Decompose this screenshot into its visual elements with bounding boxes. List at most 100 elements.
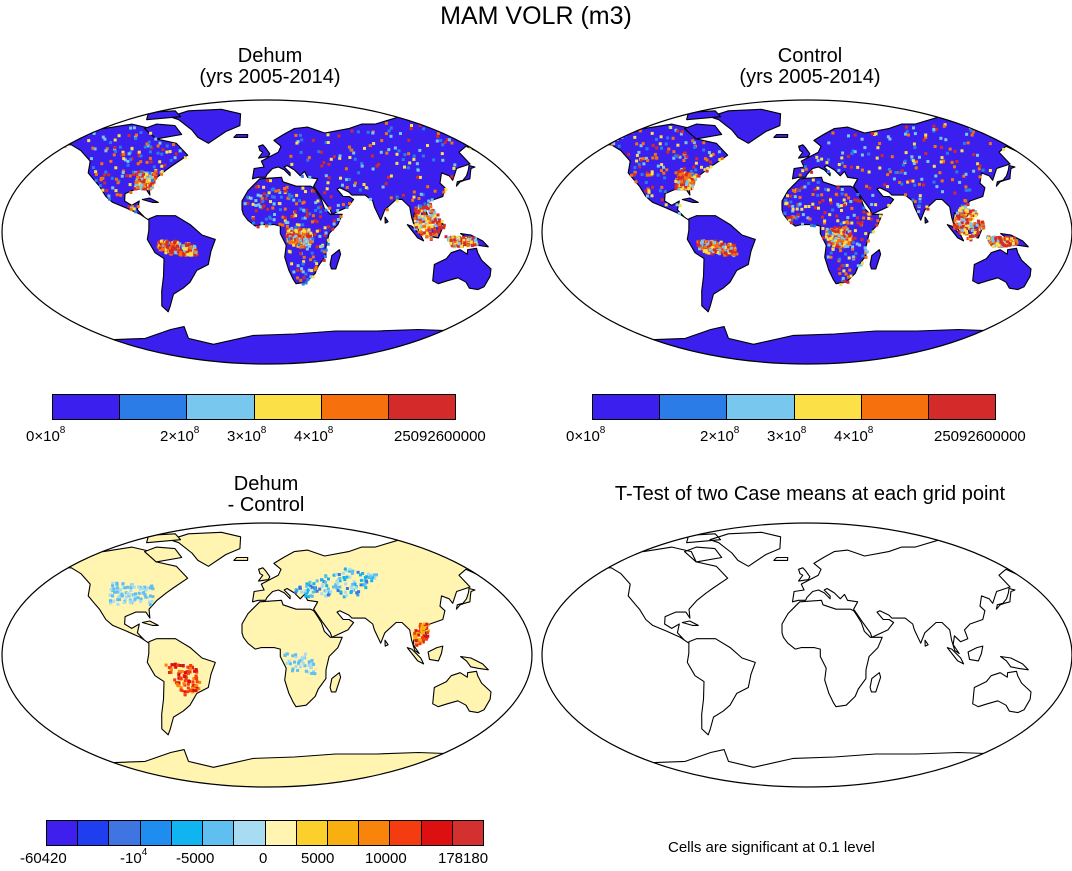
map-grid-cell: [999, 238, 1003, 242]
map-grid-cell: [315, 579, 319, 583]
map-grid-cell: [886, 135, 890, 139]
control-colorbar: [592, 394, 996, 420]
map-grid-cell: [329, 195, 333, 199]
map-grid-cell: [783, 211, 787, 215]
map-grid-cell: [965, 218, 969, 222]
map-grid-cell: [359, 573, 362, 577]
map-grid-cell: [634, 180, 638, 184]
landmass-borneo: [427, 645, 444, 662]
dehum-colorbar-box: [388, 395, 456, 419]
map-grid-cell: [170, 247, 174, 251]
dehum-tick-label: 4×108: [294, 425, 334, 445]
map-grid-cell: [698, 239, 702, 243]
map-grid-cell: [705, 169, 709, 173]
map-grid-cell: [424, 637, 428, 641]
map-grid-cell: [293, 230, 297, 234]
map-grid-cell: [827, 232, 831, 236]
map-grid-cell: [975, 223, 979, 227]
map-grid-cell: [145, 172, 148, 176]
map-grid-cell: [116, 586, 120, 590]
map-grid-cell: [161, 242, 165, 246]
map-grid-cell: [720, 251, 724, 255]
map-grid-cell: [846, 154, 850, 158]
map-grid-cell: [786, 216, 790, 220]
map-grid-cell: [826, 255, 830, 259]
map-grid-cell: [456, 244, 460, 248]
map-grid-cell: [296, 668, 300, 672]
map-grid-cell: [381, 185, 385, 189]
map-grid-cell: [285, 235, 289, 239]
map-grid-cell: [924, 136, 928, 139]
map-grid-cell: [837, 168, 841, 172]
diff-title-line1: Dehum: [233, 473, 299, 495]
map-grid-cell: [173, 662, 177, 666]
map-grid-cell: [691, 139, 695, 143]
map-grid-cell: [54, 140, 58, 144]
map-grid-cell: [727, 243, 731, 247]
map-grid-cell: [988, 142, 992, 146]
map-grid-cell: [269, 179, 272, 183]
control-colorbar-box: [861, 395, 929, 419]
map-grid-cell: [319, 215, 322, 219]
map-grid-cell: [426, 144, 429, 147]
map-grid-cell: [140, 169, 144, 173]
map-grid-cell: [995, 243, 999, 247]
map-grid-cell: [825, 234, 828, 238]
map-grid-cell: [315, 245, 319, 249]
map-grid-cell: [968, 188, 972, 192]
map-grid-cell: [851, 255, 855, 259]
map-grid-cell: [709, 154, 713, 158]
map-grid-cell: [125, 174, 129, 178]
map-grid-cell: [430, 198, 434, 202]
map-grid-cell: [847, 134, 850, 138]
map-grid-cell: [956, 211, 959, 215]
map-grid-cell: [905, 129, 909, 133]
map-grid-cell: [301, 245, 305, 249]
map-grid-cell: [179, 251, 183, 255]
dehum-tick-label: 0×108: [26, 425, 66, 445]
map-grid-cell: [866, 239, 870, 243]
map-grid-cell: [813, 206, 817, 210]
map-grid-cell: [154, 169, 158, 173]
map-grid-cell: [888, 137, 892, 141]
map-grid-cell: [302, 276, 306, 280]
landmass-sumatra: [946, 647, 965, 665]
map-grid-cell: [417, 216, 421, 220]
map-grid-cell: [917, 182, 921, 186]
diff-tick-label: 0: [259, 850, 268, 867]
map-grid-cell: [1002, 147, 1006, 151]
map-grid-cell: [903, 171, 907, 175]
map-grid-cell: [716, 242, 720, 246]
map-grid-cell: [987, 236, 991, 240]
map-grid-cell: [845, 236, 849, 240]
map-grid-cell: [912, 126, 915, 130]
map-grid-cell: [261, 199, 265, 203]
map-grid-cell: [269, 200, 272, 204]
map-grid-cell: [359, 583, 363, 587]
map-grid-cell: [426, 207, 430, 211]
map-grid-cell: [158, 248, 162, 251]
map-grid-cell: [867, 170, 871, 174]
map-grid-cell: [299, 207, 303, 211]
map-grid-cell: [114, 149, 118, 153]
map-grid-cell: [425, 622, 429, 626]
map-grid-cell: [796, 188, 800, 191]
map-grid-cell: [304, 232, 308, 235]
map-grid-cell: [309, 664, 313, 668]
map-grid-cell: [988, 169, 992, 172]
map-grid-cell: [860, 153, 864, 157]
map-grid-cell: [701, 240, 705, 244]
map-grid-cell: [422, 220, 426, 224]
map-grid-cell: [676, 143, 680, 147]
map-grid-cell: [292, 198, 296, 202]
map-grid-cell: [867, 216, 871, 220]
map-grid-cell: [304, 281, 308, 285]
map-grid-cell: [1010, 237, 1014, 241]
map-grid-cell: [351, 588, 355, 592]
map-grid-cell: [843, 203, 846, 207]
map-grid-cell: [903, 159, 907, 163]
map-grid-cell: [149, 160, 153, 164]
map-grid-cell: [109, 159, 113, 163]
map-grid-cell: [283, 654, 287, 657]
map-grid-cell: [1005, 237, 1009, 241]
